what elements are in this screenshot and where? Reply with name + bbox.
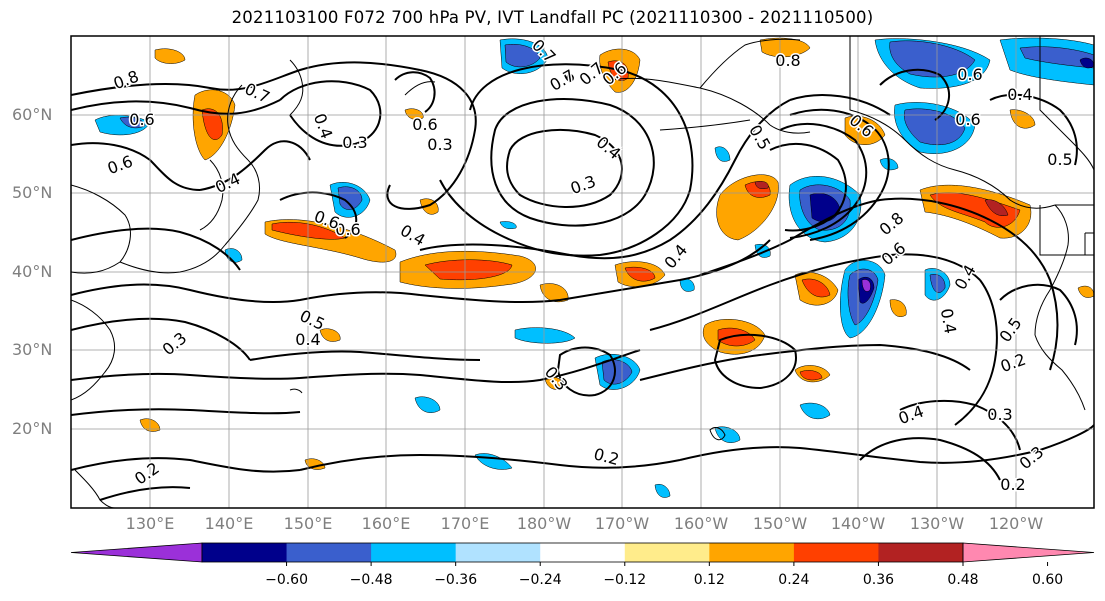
colorbar-segment: [878, 543, 964, 562]
longitude-label: 160°W: [673, 514, 729, 533]
colorbar: [70, 542, 1095, 566]
contour-label: 0.6: [335, 220, 360, 239]
colorbar-outline: [201, 542, 964, 563]
longitude-label: 170°E: [440, 514, 490, 533]
contour-label: 0.3: [987, 405, 1012, 424]
contour-label: 0.5: [1047, 150, 1072, 169]
coastlines: [71, 36, 1094, 508]
longitude-label: 180°W: [516, 514, 572, 533]
colorbar-tick-label: −0.48: [349, 572, 393, 588]
longitude-label: 170°W: [594, 514, 650, 533]
contour-label: 0.3: [342, 133, 367, 152]
longitude-label: 140°W: [830, 514, 886, 533]
colorbar-segment: [202, 543, 288, 562]
contour-label: 0.3: [987, 405, 1012, 424]
colorbar-segment: [455, 543, 541, 562]
colorbar-tick-label: 0.12: [693, 572, 725, 588]
colorbar-tick-label: −0.24: [518, 572, 562, 588]
colorbar-segment: [709, 543, 795, 562]
contour-label: 0.2: [1000, 475, 1025, 494]
map-title: 2021103100 F072 700 hPa PV, IVT Landfall…: [231, 8, 874, 27]
contour-label: 0.6: [957, 65, 982, 84]
colorbar-tick-label: 0.36: [862, 572, 895, 588]
colorbar-tick-label: 0.24: [778, 572, 810, 588]
longitude-label: 120°W: [988, 514, 1044, 533]
latitude-label: 50°N: [12, 183, 53, 202]
colorbar-tick-label: 0.48: [947, 572, 979, 588]
colorbar-tick-label: −0.60: [265, 572, 308, 588]
longitude-label: 160°E: [361, 514, 411, 533]
colorbar-tick-label: 0.60: [1031, 572, 1064, 588]
contour-label-group: 0.8 0.70.6 0.40.30.60.70.60.7 0.80.60.4 0.30…: [103, 34, 1074, 496]
pv-contours: [71, 61, 1094, 501]
longitude-label: 150°W: [752, 514, 808, 533]
colorbar-segment: [371, 543, 457, 562]
graticule: [71, 36, 1094, 508]
latitude-label: 20°N: [12, 419, 53, 438]
latitude-label: 40°N: [12, 262, 53, 281]
colorbar-arrow-left: [70, 542, 203, 563]
contour-label: 0.8: [775, 51, 800, 70]
contour-label: 0.4: [1007, 85, 1032, 104]
contour-label: 0.3: [427, 135, 452, 154]
longitude-label: 140°E: [204, 514, 254, 533]
contour-label: 0.4: [295, 330, 320, 349]
contour-label: 0.6: [129, 110, 154, 129]
contour-label: 0.6: [412, 115, 437, 134]
map-frame: [70, 35, 1095, 509]
colorbar-tick-label: −0.12: [603, 572, 647, 588]
colorbar-tick-label: −0.36: [434, 572, 478, 588]
latitude-label: 30°N: [12, 340, 53, 359]
colorbar-segment: [624, 543, 710, 562]
longitude-label: 130°E: [125, 514, 175, 533]
longitude-label: 150°E: [283, 514, 333, 533]
colorbar-segment: [286, 543, 372, 562]
latitude-label: 60°N: [12, 105, 53, 124]
colorbar-segment: [793, 543, 879, 562]
colorbar-segment: [540, 543, 626, 562]
longitude-label: 130°W: [909, 514, 965, 533]
contour-label: 0.6: [955, 110, 980, 129]
colorbar-arrow-right: [962, 542, 1095, 563]
